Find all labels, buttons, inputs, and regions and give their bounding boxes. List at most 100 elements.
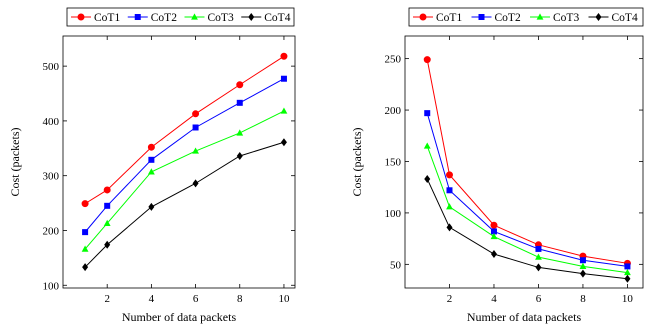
legend-label: CoT4 (612, 12, 638, 24)
data-point (280, 75, 287, 82)
data-point (446, 223, 453, 232)
legend-label: CoT2 (151, 12, 177, 24)
legend-marker (134, 14, 141, 20)
data-point (104, 240, 111, 249)
legend-item-cot2: CoT2 (471, 12, 521, 24)
legend-label: CoT3 (208, 12, 234, 24)
legend-marker (77, 13, 85, 21)
series-cot3 (81, 107, 288, 252)
legend-box (66, 7, 295, 27)
data-point (579, 257, 586, 264)
legend: CoT1 CoT2 CoT3 CoT4 (408, 7, 644, 27)
series-cot1 (81, 52, 288, 208)
x-tick-label: 6 (536, 293, 542, 305)
data-point (280, 138, 287, 147)
data-point (446, 203, 453, 210)
legend-marker (419, 13, 427, 21)
y-tick-label: 50 (390, 259, 402, 271)
chart-panel-2: 2 4 6 8 10 50 100 150 200 250 Number of data packe… (350, 7, 644, 324)
y-tick-label: 500 (43, 61, 60, 73)
y-tick-label: 100 (385, 208, 402, 220)
legend-marker (478, 14, 485, 20)
y-tick-label: 400 (43, 116, 60, 128)
legend-label: CoT4 (264, 12, 290, 24)
legend-label: CoT1 (436, 12, 462, 24)
y-tick-label: 100 (43, 280, 60, 292)
data-point (424, 110, 431, 117)
x-tick-label: 10 (278, 293, 290, 305)
legend-label: CoT2 (495, 12, 521, 24)
x-tick-label: 2 (447, 293, 453, 305)
y-axis-label: Cost (packets) (350, 128, 364, 197)
series-cot4 (82, 138, 287, 272)
data-point (192, 179, 199, 188)
data-point (236, 81, 244, 89)
data-point (192, 110, 200, 118)
chart-panel-1: 2 4 6 8 10 100 200 300 400 500 Number of data pack… (8, 7, 296, 324)
legend-marker (595, 13, 602, 21)
series-cot3 (423, 142, 631, 276)
data-point (103, 219, 111, 226)
series-cot4 (424, 174, 631, 283)
legend-item-cot1: CoT1 (71, 12, 120, 24)
data-point (490, 250, 497, 259)
y-tick-label: 200 (43, 225, 60, 237)
series-cot2 (424, 110, 631, 270)
data-point (82, 263, 89, 272)
x-tick-label: 6 (193, 293, 199, 305)
data-point (579, 269, 586, 278)
data-point (424, 174, 431, 183)
series-line (426, 178, 628, 280)
data-point (490, 228, 497, 235)
y-axis-label: Cost (packets) (8, 128, 22, 197)
data-point (148, 202, 155, 211)
y-tick-label: 250 (385, 54, 402, 66)
data-point (280, 107, 288, 114)
legend-label: CoT1 (94, 12, 120, 24)
legend-item-cot4: CoT4 (241, 12, 291, 24)
series-line (426, 59, 628, 264)
legend-item-cot4: CoT4 (588, 12, 638, 24)
series-line (84, 110, 285, 250)
legend-marker (248, 13, 255, 21)
series-line (426, 113, 628, 267)
series-cot1 (423, 56, 631, 267)
legend-item-cot2: CoT2 (127, 12, 177, 24)
data-point (192, 147, 199, 154)
data-point (423, 142, 431, 149)
data-point (535, 253, 542, 260)
data-point (236, 151, 243, 160)
data-point (535, 245, 542, 252)
y-tick-label: 150 (385, 156, 402, 168)
legend-marker (191, 13, 198, 20)
data-point (624, 268, 631, 276)
data-point (81, 245, 89, 252)
legend-box (408, 7, 644, 27)
data-point (236, 129, 244, 136)
data-point (104, 202, 111, 209)
legend-item-cot3: CoT3 (530, 12, 579, 24)
x-tick-label: 8 (580, 293, 586, 305)
data-point (490, 232, 498, 240)
x-axis-label: Number of data packets (122, 310, 237, 324)
data-point (147, 143, 155, 151)
data-point (535, 263, 542, 272)
series-line (84, 141, 285, 268)
x-tick-label: 4 (149, 293, 155, 305)
x-tick-label: 4 (491, 293, 497, 305)
x-tick-label: 8 (237, 293, 243, 305)
data-point (446, 187, 453, 194)
y-tick-label: 200 (385, 105, 402, 117)
series-line (426, 145, 628, 274)
data-point (490, 221, 498, 229)
data-point (192, 124, 199, 131)
legend: CoT1 CoT2 CoT3 CoT4 (66, 7, 295, 27)
data-point (147, 168, 155, 175)
legend-label: CoT3 (553, 12, 579, 24)
legend-item-cot3: CoT3 (184, 12, 234, 24)
y-tick-label: 300 (43, 171, 60, 183)
data-point (423, 56, 431, 64)
data-point (624, 263, 631, 270)
series-cot2 (82, 75, 287, 236)
